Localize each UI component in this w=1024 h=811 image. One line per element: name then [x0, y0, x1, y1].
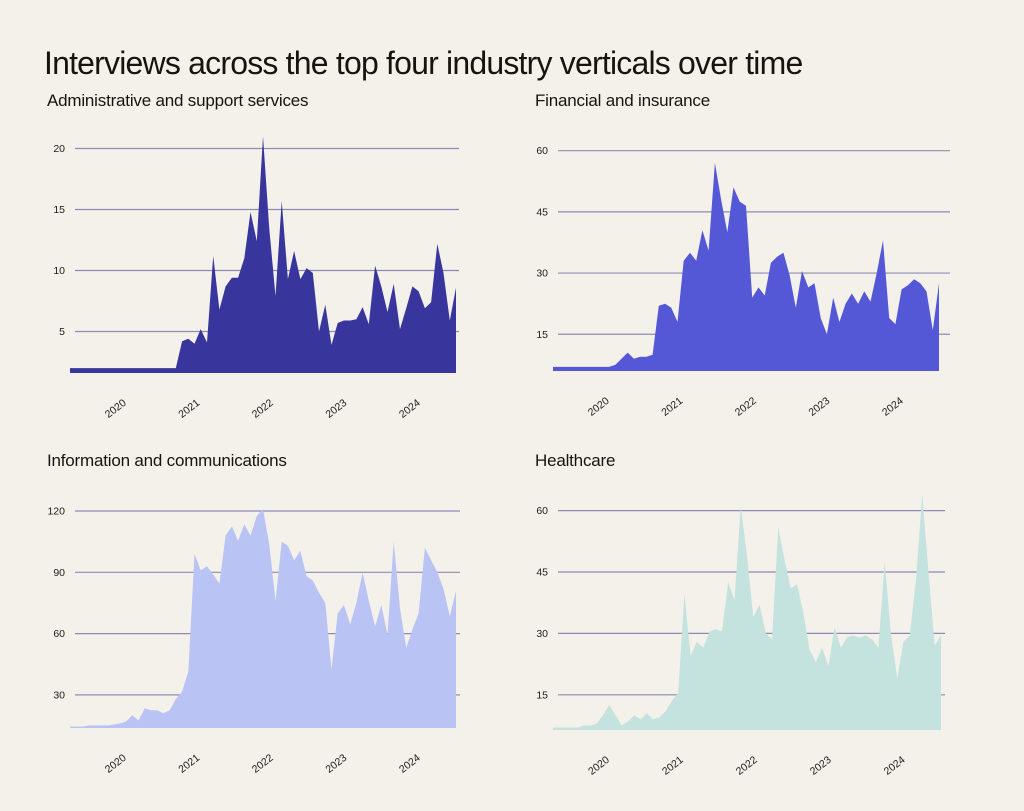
y-tick-label: 10 [53, 265, 65, 277]
x-tick-label: 2020 [103, 397, 129, 421]
y-tick-label: 15 [53, 204, 65, 216]
x-tick-label: 2021 [176, 397, 202, 421]
x-tick-label: 2023 [323, 397, 349, 421]
x-tick-label: 2023 [806, 395, 832, 419]
chart-title-administrative: Administrative and support services [47, 91, 309, 110]
chart-healthcare-plot: 15 30 45 60 2020 2021 2022 2023 2024 [536, 494, 945, 778]
x-tick-label: 2020 [586, 395, 612, 419]
y-tick-label: 15 [536, 689, 548, 701]
y-tick-label: 90 [53, 567, 65, 579]
x-tick-label: 2023 [808, 754, 834, 778]
x-tick-label: 2022 [733, 395, 759, 419]
y-tick-label: 45 [536, 567, 548, 579]
y-tick-label: 120 [47, 506, 65, 518]
x-tick-label: 2020 [103, 752, 129, 776]
x-tick-label: 2024 [880, 395, 906, 419]
x-tick-label: 2022 [734, 754, 760, 778]
chart-title-information: Information and communications [47, 451, 287, 470]
y-tick-label: 30 [536, 268, 548, 280]
x-tick-label: 2021 [176, 752, 202, 776]
x-tick-label: 2021 [660, 754, 686, 778]
y-tick-label: 30 [53, 689, 65, 701]
area-series [553, 494, 941, 730]
y-tick-label: 60 [536, 505, 548, 517]
x-tick-label: 2022 [250, 397, 276, 421]
y-tick-label: 5 [59, 326, 65, 338]
x-tick-label: 2022 [250, 752, 276, 776]
y-tick-label: 30 [536, 628, 548, 640]
x-tick-label: 2023 [323, 752, 349, 776]
y-tick-label: 15 [536, 329, 548, 341]
area-series [553, 162, 939, 371]
y-tick-label: 20 [53, 143, 65, 155]
x-tick-label: 2020 [586, 754, 612, 778]
y-tick-label: 60 [536, 145, 548, 157]
chart-title-healthcare: Healthcare [535, 451, 616, 470]
area-series [70, 136, 456, 373]
y-tick-label: 45 [536, 206, 548, 218]
chart-information-plot: 30 60 90 120 2020 2021 2022 2023 2024 [47, 506, 460, 776]
chart-financial-plot: 15 30 45 60 2020 2021 2022 2023 2024 [536, 145, 950, 419]
area-series [70, 509, 456, 728]
x-tick-label: 2021 [659, 395, 685, 419]
x-tick-label: 2024 [397, 752, 423, 776]
x-tick-label: 2024 [397, 397, 423, 421]
chart-title-financial: Financial and insurance [535, 91, 710, 110]
y-tick-label: 60 [53, 628, 65, 640]
page-title: Interviews across the top four industry … [44, 45, 803, 82]
x-tick-label: 2024 [882, 754, 908, 778]
